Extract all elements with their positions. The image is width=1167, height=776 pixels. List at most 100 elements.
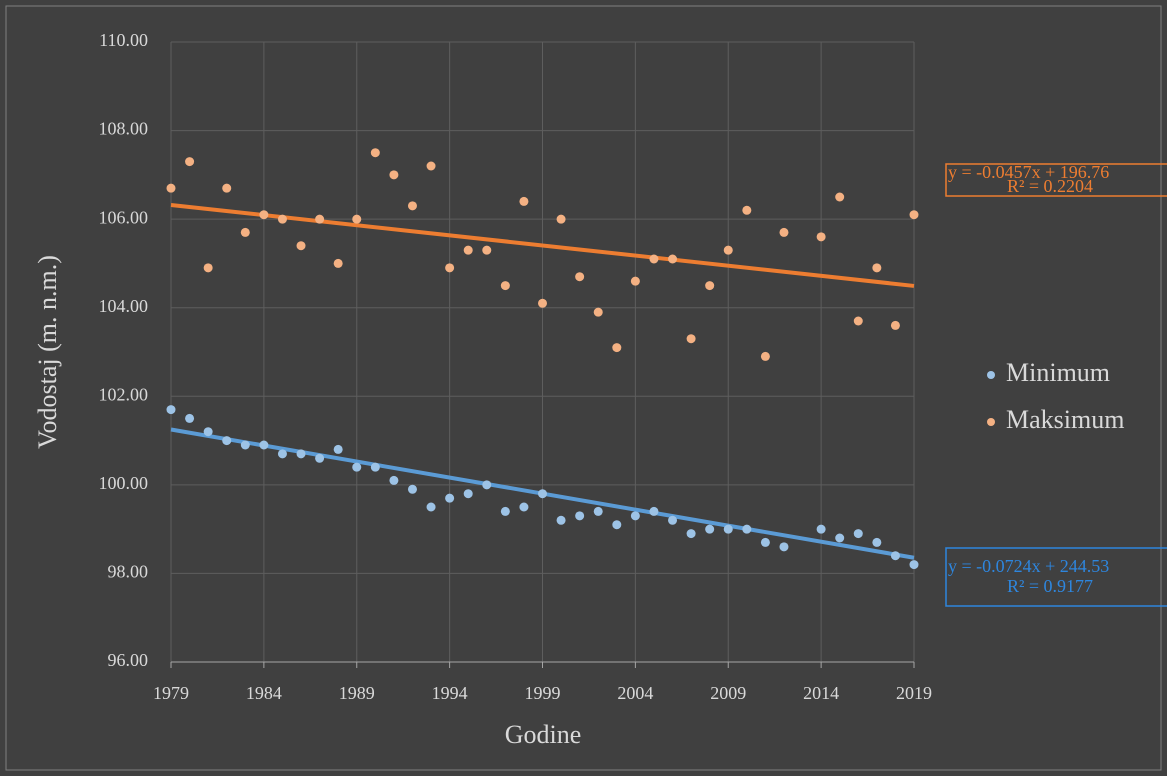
data-point (612, 343, 622, 353)
x-tick-label: 2009 (710, 683, 746, 703)
data-point (407, 201, 417, 211)
data-point (649, 506, 659, 516)
data-point (760, 537, 770, 547)
data-point (463, 489, 473, 499)
legend-label: Minimum (1006, 358, 1110, 387)
data-point (259, 210, 269, 220)
data-point (352, 214, 362, 224)
data-point (649, 254, 659, 264)
equation-box (945, 547, 1167, 607)
y-tick-label: 100.00 (99, 473, 149, 493)
y-tick-label: 98.00 (108, 562, 149, 582)
x-tick-label: 1979 (153, 683, 189, 703)
data-point (407, 484, 417, 494)
data-point (445, 263, 455, 273)
data-point (538, 489, 547, 499)
legend-marker (987, 418, 995, 426)
legend-label: Maksimum (1006, 405, 1124, 434)
x-tick-label: 1984 (246, 683, 282, 703)
data-point (742, 205, 752, 215)
y-tick-label: 108.00 (99, 119, 149, 139)
y-tick-label: 104.00 (99, 296, 149, 316)
data-point (853, 316, 863, 326)
data-point (872, 263, 882, 273)
y-tick-label: 96.00 (108, 650, 149, 670)
data-point (723, 524, 733, 534)
data-point (816, 232, 826, 242)
data-point (835, 533, 845, 543)
data-point (185, 157, 195, 167)
data-point (593, 506, 603, 516)
data-point (742, 524, 752, 534)
data-point (686, 529, 696, 539)
data-point (296, 241, 306, 251)
data-point (333, 258, 343, 268)
chart-frame (5, 5, 1162, 771)
data-point (909, 560, 919, 570)
data-point (370, 148, 380, 158)
data-point (166, 405, 176, 415)
data-point (723, 245, 733, 255)
data-point (890, 551, 900, 561)
data-point (630, 511, 640, 521)
x-axis-title: Godine (505, 720, 582, 749)
x-tick-label: 2004 (617, 683, 653, 703)
data-point (853, 529, 863, 539)
data-point (185, 413, 195, 423)
data-point (333, 444, 343, 454)
data-point (668, 515, 678, 525)
data-point (222, 183, 232, 193)
data-point (259, 440, 269, 450)
data-point (389, 475, 399, 485)
data-point (296, 449, 306, 459)
data-point (519, 196, 529, 206)
data-point (203, 263, 213, 273)
trendline (170, 202, 915, 288)
data-point (816, 524, 826, 534)
legend-marker (987, 371, 995, 379)
data-point (575, 272, 585, 282)
data-point (482, 480, 492, 490)
data-point (779, 227, 789, 237)
x-tick-label: 1989 (339, 683, 375, 703)
data-point (779, 542, 789, 552)
x-tick-label: 1999 (525, 683, 561, 703)
data-point (240, 227, 250, 237)
data-point (426, 161, 436, 171)
trend-equation: y = -0.0724x + 244.53 (948, 556, 1109, 576)
data-point (686, 334, 696, 344)
data-point (315, 214, 325, 224)
equation-box (945, 163, 1167, 197)
data-point (575, 511, 585, 521)
data-point (370, 462, 380, 472)
x-tick-label: 2014 (803, 683, 839, 703)
data-point (668, 254, 678, 264)
trend-equation: y = -0.0457x + 196.76 (948, 162, 1109, 182)
data-point (463, 245, 473, 255)
data-point (556, 515, 566, 525)
trend-r2: R² = 0.2204 (1007, 176, 1093, 196)
y-tick-label: 106.00 (99, 207, 149, 227)
data-point (482, 245, 492, 255)
data-point (426, 502, 436, 512)
trend-r2: R² = 0.9177 (1007, 576, 1093, 596)
data-point (500, 281, 510, 291)
data-point (277, 214, 287, 224)
data-point (203, 427, 213, 437)
data-point (556, 214, 566, 224)
data-point (389, 170, 399, 180)
data-point (352, 462, 362, 472)
data-point (445, 493, 455, 503)
y-tick-label: 102.00 (99, 384, 149, 404)
data-point (909, 210, 919, 220)
data-point (760, 351, 770, 361)
data-point (612, 520, 622, 530)
data-point (872, 537, 882, 547)
data-point (630, 276, 640, 286)
data-point (519, 502, 529, 512)
data-point (705, 524, 715, 534)
data-point (705, 281, 715, 291)
data-point (538, 298, 547, 308)
